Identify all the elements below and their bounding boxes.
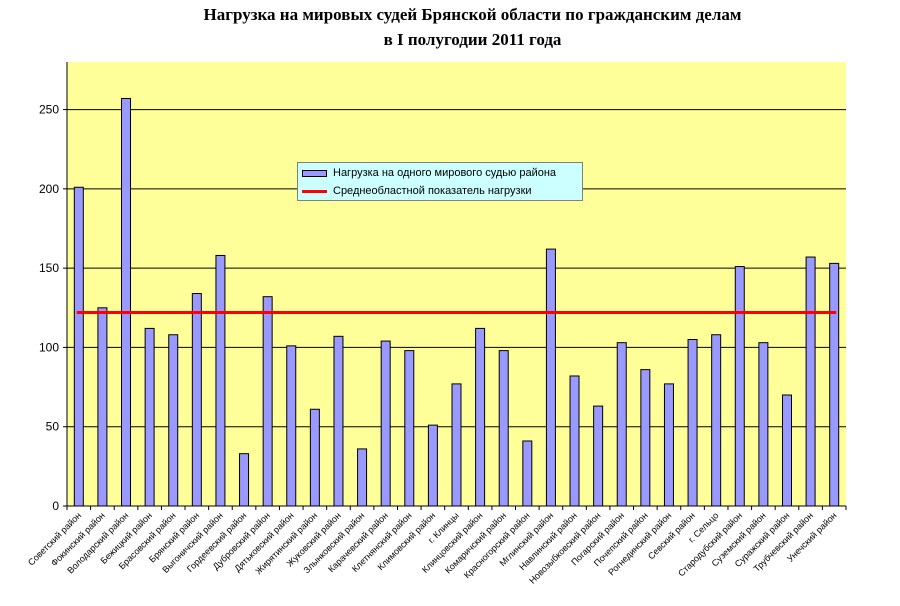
y-tick-label: 50 bbox=[46, 420, 60, 434]
bar bbox=[569, 375, 580, 507]
bar bbox=[404, 350, 415, 507]
bar bbox=[593, 405, 604, 507]
bar bbox=[262, 296, 273, 507]
y-tick-label: 150 bbox=[39, 261, 59, 275]
legend-bar-swatch bbox=[302, 169, 327, 177]
bar bbox=[498, 350, 509, 507]
bar bbox=[144, 327, 155, 507]
y-tick-label: 200 bbox=[39, 182, 59, 196]
bar bbox=[711, 334, 722, 507]
bar bbox=[734, 266, 745, 507]
legend: Нагрузка на одного мирового судью района… bbox=[297, 162, 583, 201]
bar bbox=[168, 334, 179, 507]
legend-label-average: Среднеобластной показатель нагрузки bbox=[333, 185, 532, 197]
bar bbox=[333, 335, 344, 507]
bar bbox=[309, 408, 320, 507]
bar bbox=[829, 262, 840, 507]
y-tick-label: 100 bbox=[39, 340, 59, 354]
bar bbox=[687, 339, 698, 507]
bar bbox=[286, 345, 297, 507]
bar bbox=[427, 424, 438, 507]
bar bbox=[191, 293, 202, 507]
bar bbox=[380, 340, 391, 507]
bar bbox=[805, 256, 816, 507]
y-tick-label: 0 bbox=[52, 499, 59, 513]
legend-label-load: Нагрузка на одного мирового судью района bbox=[333, 167, 557, 179]
chart-title-line-1: Нагрузка на мировых судей Брянской облас… bbox=[203, 5, 742, 24]
bar bbox=[97, 307, 108, 507]
bar bbox=[781, 394, 792, 507]
bar bbox=[451, 383, 462, 507]
legend-line-swatch bbox=[302, 189, 327, 193]
bar bbox=[215, 254, 226, 507]
legend-item-average: Среднеобластной показатель нагрузки bbox=[302, 183, 532, 199]
y-tick-label: 250 bbox=[39, 103, 59, 117]
bar bbox=[545, 248, 556, 507]
chart-title-line-2: в I полугодии 2011 года bbox=[383, 30, 562, 49]
bar bbox=[475, 327, 486, 507]
bar bbox=[663, 383, 674, 507]
chart-title: Нагрузка на мировых судей Брянской облас… bbox=[0, 2, 900, 52]
bar bbox=[758, 342, 769, 507]
bar bbox=[121, 97, 132, 507]
bar bbox=[357, 448, 368, 507]
bar bbox=[522, 440, 533, 507]
bar bbox=[239, 453, 250, 507]
bar bbox=[616, 342, 627, 507]
bar bbox=[73, 186, 84, 507]
legend-item-load: Нагрузка на одного мирового судью района bbox=[302, 165, 556, 181]
bar bbox=[640, 369, 651, 507]
